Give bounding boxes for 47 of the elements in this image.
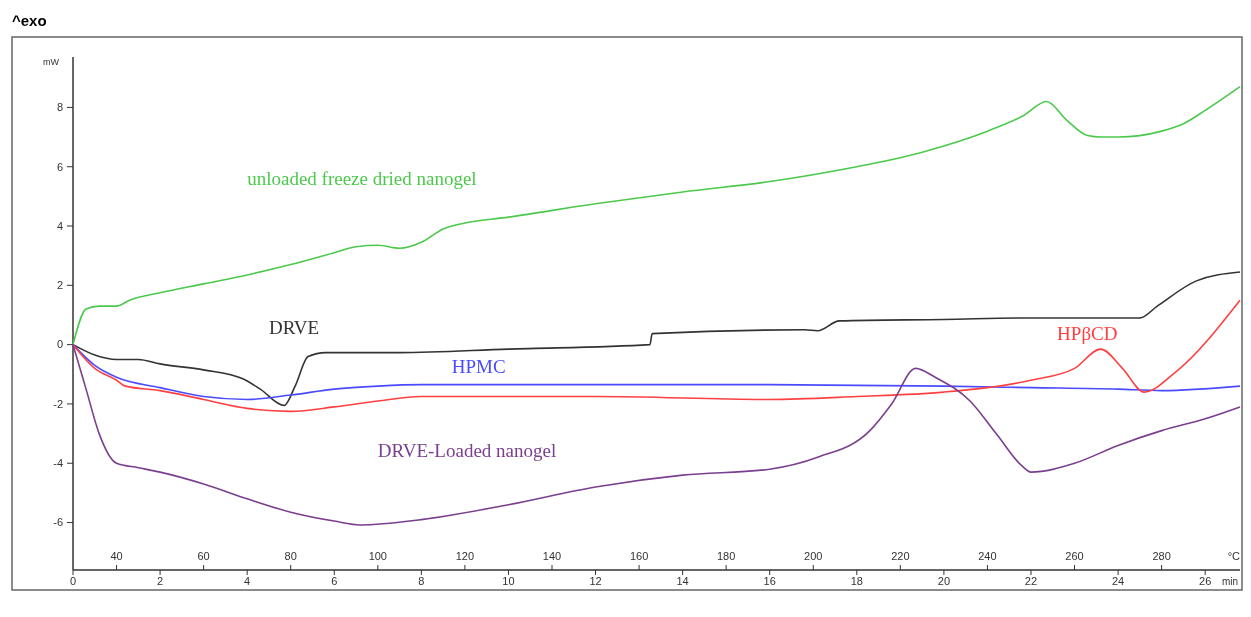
x-tick-label: 2	[157, 575, 164, 587]
x2-tick-label: 260	[1065, 550, 1084, 562]
x-tick-label: 0	[69, 575, 77, 587]
x2-tick-label: 140	[542, 550, 562, 562]
x2-tick-label: 200	[804, 550, 823, 562]
x2-tick-label: 160	[629, 550, 649, 562]
x-tick-label: 4	[244, 575, 251, 587]
x-tick-label: 12	[589, 575, 602, 587]
y-tick-label: -4	[53, 457, 63, 470]
y-tick-label: 4	[56, 219, 63, 232]
x2-tick-label: 100	[368, 550, 387, 562]
y-axis-title: mW	[43, 57, 60, 67]
x2-tick-label: 40	[110, 550, 123, 562]
x-tick-label: 16	[763, 575, 776, 587]
line-series	[72, 299, 1241, 413]
line-series	[72, 85, 1241, 346]
x-tick-label: 8	[418, 575, 425, 587]
x-tick-label: 6	[331, 575, 338, 587]
x-tick-label: 20	[937, 575, 951, 587]
x2-tick-label: 220	[891, 550, 910, 562]
y-tick-label: 2	[56, 279, 63, 292]
series-label: HPMC	[451, 355, 506, 377]
x2-axis-title: °C	[1227, 550, 1241, 562]
series-label: unloaded freeze dried nanogel	[247, 167, 477, 189]
x-tick-label: 22	[1024, 575, 1038, 587]
y-tick-label: 8	[56, 101, 63, 114]
x-tick-label: 14	[676, 575, 689, 587]
x2-tick-label: 60	[197, 550, 210, 562]
x2-tick-label: 120	[455, 550, 475, 562]
series-label: DRVE-Loaded nanogel	[377, 440, 557, 462]
chart-title: ^exo	[12, 12, 47, 29]
x2-tick-label: 180	[716, 550, 736, 562]
y-tick-label: -2	[53, 397, 63, 410]
y-tick-label: -6	[53, 516, 63, 529]
series-label: DRVE	[268, 317, 320, 339]
x2-tick-label: 240	[978, 550, 997, 562]
x2-tick-label: 80	[284, 550, 297, 562]
x-tick-label: 10	[502, 575, 515, 587]
x-tick-label: 18	[850, 575, 863, 587]
x-tick-label: 26	[1199, 575, 1212, 587]
x-tick-label: 24	[1111, 575, 1125, 587]
x-axis-title: min	[1221, 576, 1238, 587]
x2-tick-label: 280	[1152, 550, 1171, 562]
line-series	[72, 343, 1241, 526]
y-tick-label: 6	[56, 160, 63, 173]
y-tick-label: 0	[56, 338, 63, 351]
series-label: HPβCD	[1057, 323, 1118, 345]
